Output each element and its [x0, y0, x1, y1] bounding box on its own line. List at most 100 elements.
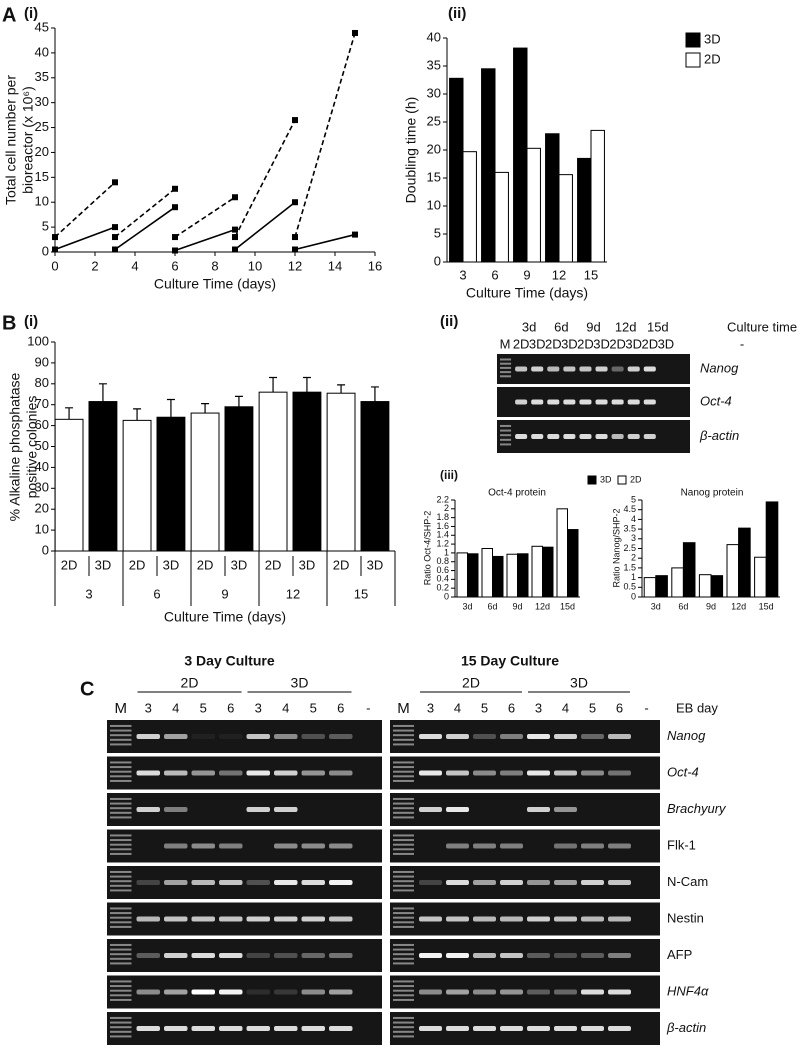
gel-band — [581, 770, 604, 776]
y-tick-label: 0.5 — [623, 582, 636, 592]
y-tick-label: 2 — [631, 553, 636, 563]
gel-band — [500, 770, 523, 776]
gel-band — [164, 807, 188, 812]
ladder-band — [110, 743, 132, 746]
ladder-band — [393, 738, 414, 741]
ladder-band — [500, 366, 512, 369]
ladder-band — [393, 729, 414, 732]
gel-band — [515, 366, 528, 372]
gel-band — [419, 1026, 442, 1031]
point — [52, 234, 58, 241]
gel-band — [473, 880, 496, 885]
ladder-band — [110, 1016, 132, 1019]
gel-band — [274, 770, 298, 776]
gel-band — [500, 953, 523, 958]
bar — [542, 546, 554, 598]
gel-band — [164, 953, 188, 958]
bar — [156, 416, 186, 552]
line-segment — [174, 228, 236, 252]
gel-band — [531, 434, 544, 439]
point — [292, 234, 298, 241]
x-tick-label: 9d — [512, 601, 522, 611]
ladder-band — [110, 797, 132, 800]
ladder-band — [393, 779, 414, 782]
eb-label: EB day — [676, 700, 718, 715]
y-tick-label: 15 — [35, 169, 49, 184]
legend-swatch — [685, 52, 701, 68]
gel-title: 15 Day Culture — [461, 653, 559, 669]
ladder-band — [393, 957, 414, 960]
point — [172, 247, 178, 254]
ladder-band — [393, 948, 414, 951]
y-tick-label: 1 — [631, 572, 636, 582]
x-tick-label: 9 — [523, 267, 530, 282]
gel-band — [611, 399, 624, 405]
series-label: 2D — [129, 557, 146, 572]
ladder-band — [393, 875, 414, 878]
gel-band — [136, 807, 160, 812]
ladder-band — [110, 843, 132, 846]
gel-band — [547, 399, 560, 405]
x-tick-label: 10 — [248, 258, 262, 273]
gel-band — [301, 1026, 325, 1031]
x-tick-label: 16 — [368, 258, 382, 273]
y-tick-label: 35 — [35, 69, 49, 84]
x-tick-label: 6d — [487, 601, 497, 611]
chart-title: Oct-4 protein — [488, 488, 546, 499]
bar — [456, 552, 468, 598]
gel-band — [554, 843, 577, 849]
x-tick-label: 15d — [759, 601, 774, 611]
gel-band — [547, 434, 560, 439]
x-tick-label: 6 — [153, 586, 160, 601]
gene-label: Oct-4 — [667, 764, 699, 779]
y-tick-label: 30 — [35, 480, 49, 495]
chart-title: (i) — [24, 313, 38, 330]
ladder-band — [110, 848, 132, 851]
gel-band — [581, 989, 604, 995]
gel-band — [136, 770, 160, 776]
negative-label: - — [740, 336, 744, 351]
day-label: 3d — [522, 319, 536, 334]
gel-band — [191, 1026, 215, 1031]
ladder-band — [110, 802, 132, 805]
gel-band — [515, 434, 528, 439]
x-tick-label: 3 — [459, 267, 466, 282]
gel-band — [500, 734, 523, 739]
marker-label: M — [115, 700, 128, 717]
bar — [710, 575, 724, 598]
gel-band — [527, 953, 550, 958]
point — [352, 231, 358, 238]
gel-band — [500, 1026, 523, 1031]
bar — [54, 418, 84, 552]
gel-band — [329, 989, 353, 995]
gel-band — [329, 880, 353, 885]
x-tick-label: 9 — [221, 586, 228, 601]
point — [292, 199, 298, 206]
lane-label: 3D — [625, 336, 642, 351]
ladder-band — [110, 925, 132, 928]
bar — [590, 129, 605, 263]
chart-title: (ii) — [448, 5, 466, 22]
line-segment — [114, 188, 176, 238]
bar — [545, 133, 560, 263]
point — [52, 246, 58, 253]
ladder-band — [110, 907, 132, 910]
y-axis-label: % Alkaline phosphatase — [7, 372, 23, 521]
gel-band — [164, 880, 188, 885]
bar — [481, 548, 493, 598]
gel-band — [446, 916, 469, 922]
ladder-band — [110, 770, 132, 773]
ladder-band — [393, 907, 414, 910]
lane-label: 5 — [589, 700, 596, 715]
ladder-band — [393, 839, 414, 842]
x-tick-label: 15 — [584, 267, 598, 282]
point — [352, 29, 358, 36]
y-tick-label: 3 — [631, 533, 636, 543]
x-axis-label: Culture Time (days) — [466, 285, 588, 301]
ladder-band — [110, 953, 132, 956]
gel-band — [246, 1026, 270, 1031]
gel-band — [643, 399, 656, 405]
gel-band — [608, 843, 631, 849]
error-bar — [166, 398, 175, 418]
ladder-band — [110, 943, 132, 946]
